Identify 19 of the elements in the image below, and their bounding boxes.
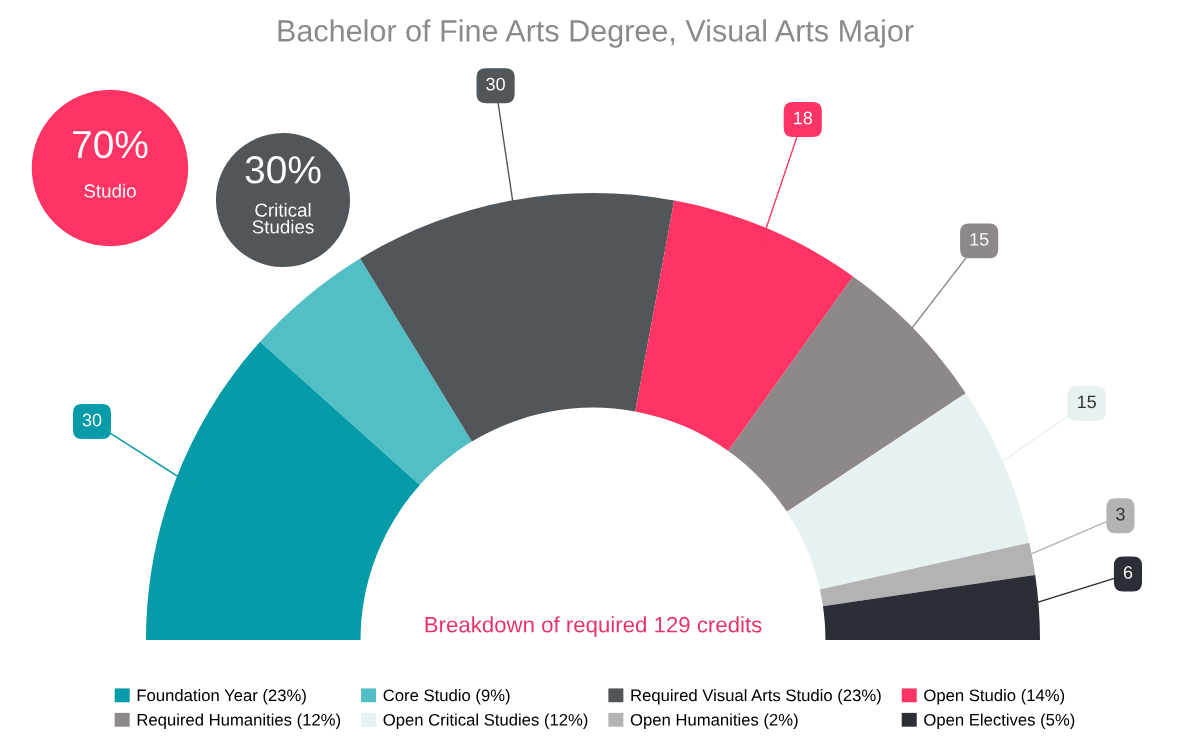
- legend-label: Core Studio (9%): [383, 689, 510, 705]
- legend-label: Open Studio (14%): [924, 689, 1065, 705]
- chart-title: Bachelor of Fine Arts Degree, Visual Arts Major: [278, 19, 914, 48]
- legend-label: Open Electives (5%): [924, 713, 1075, 729]
- legend-label: Open Critical Studies (12%): [383, 713, 588, 729]
- data-label: 18: [794, 111, 813, 125]
- data-label: 15: [1078, 395, 1096, 409]
- data-label: 15: [970, 233, 989, 246]
- legend-label: Required Visual Arts Studio (23%): [631, 689, 881, 705]
- data-label: 30: [82, 413, 102, 427]
- data-label: 30: [486, 77, 505, 91]
- legend-label: Open Humanities (2%): [630, 713, 798, 729]
- legend-label: Foundation Year (23%): [137, 689, 306, 705]
- data-label: 6: [1123, 566, 1133, 579]
- legend-label: Required Humanities (12%): [137, 713, 341, 729]
- data-label: 3: [1116, 507, 1125, 521]
- text: Breakdown of required 129 credits: [425, 616, 762, 637]
- text: 70% Studio: [73, 130, 148, 198]
- text: 30% Critical Studies: [245, 156, 321, 234]
